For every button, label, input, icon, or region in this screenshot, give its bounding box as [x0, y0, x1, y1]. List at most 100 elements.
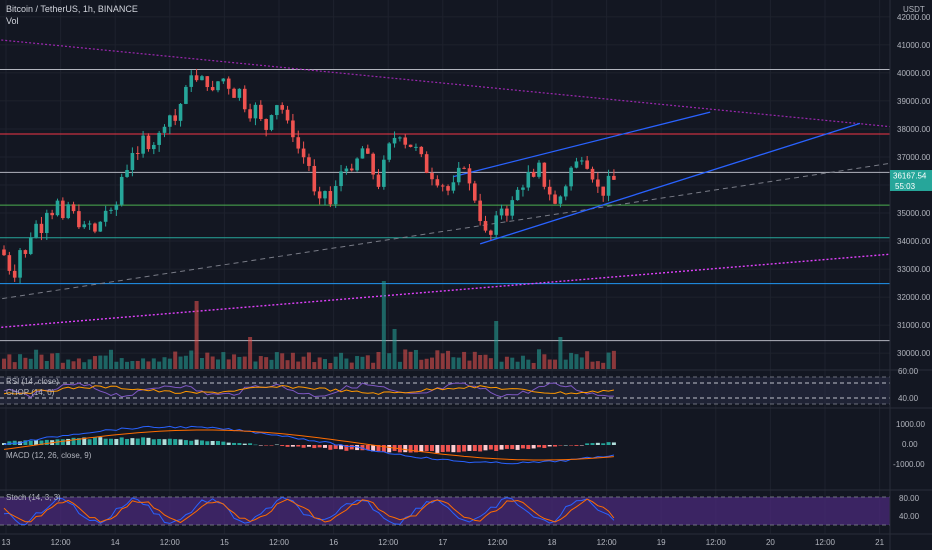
macd-label[interactable]: MACD (12, 26, close, 9): [6, 451, 92, 460]
stoch-d-line: [3, 498, 615, 524]
macd-histogram-bar: [355, 445, 360, 451]
resistance-trendline: [0, 39, 890, 128]
volume-bar: [178, 356, 183, 369]
candle-body: [408, 144, 413, 147]
volume-bar: [221, 352, 226, 369]
volume-bar: [151, 358, 156, 369]
volume-bar: [563, 359, 568, 369]
candle-body: [328, 191, 333, 205]
macd-histogram-bar: [515, 445, 520, 450]
volume-bar: [467, 360, 472, 369]
drawing-tools: [0, 39, 890, 342]
volume-bar: [312, 362, 317, 369]
volume-bar: [611, 350, 616, 369]
macd-tick-1000: 1000.00: [896, 420, 925, 429]
candle-body: [355, 158, 359, 171]
volume-bar: [403, 349, 408, 369]
volume-bar: [355, 356, 360, 369]
volume-bar: [494, 321, 499, 369]
candle-body: [114, 204, 119, 210]
rsi-tick-60: 60.00: [898, 367, 919, 376]
candle-body: [34, 223, 38, 238]
candle-body: [398, 137, 402, 139]
macd-histogram-bar: [162, 439, 167, 445]
price-tick-label: 42000.00: [897, 13, 931, 22]
candle-body: [526, 172, 531, 188]
volume-bar: [537, 349, 541, 369]
candle-body: [366, 148, 370, 154]
volume-bar: [167, 358, 172, 369]
macd-histogram-bar: [23, 440, 28, 445]
macd-histogram-bar: [531, 445, 536, 449]
candle-body: [312, 165, 317, 192]
candle-body: [414, 146, 418, 148]
macd-histogram-bar: [306, 445, 311, 447]
macd-histogram-bar: [130, 438, 135, 445]
volume-bar: [440, 353, 445, 369]
candle-body: [435, 179, 440, 186]
macd-histogram-bar: [173, 439, 178, 445]
candle-body: [430, 172, 434, 180]
rsi-label[interactable]: RSI (14, close): [6, 377, 59, 386]
volume-bar: [34, 349, 39, 369]
candle-body: [205, 76, 210, 88]
volume-bar: [296, 361, 301, 369]
macd-histogram-bar: [510, 445, 515, 450]
macd-histogram-bar: [520, 445, 525, 449]
volume-bar: [424, 358, 429, 369]
candle-body: [596, 179, 600, 187]
macd-histogram-bar: [66, 438, 71, 445]
candle-countdown: 55:03: [895, 182, 916, 191]
macd-histogram-bar: [141, 437, 146, 445]
price-tick-label: 39000.00: [897, 97, 931, 106]
candle-body: [424, 154, 429, 173]
volume-bar: [451, 357, 456, 369]
candle-body: [301, 148, 306, 158]
macd-histogram-bar: [590, 443, 595, 445]
candle-body: [109, 209, 113, 211]
candle-body: [232, 88, 236, 98]
candle-body: [87, 223, 92, 225]
stoch-label[interactable]: Stoch (14, 3, 3): [6, 493, 61, 502]
time-axis[interactable]: 13 12:00 14 12:00 15 12:00 16 12:00 17 12:00 18 12:…: [2, 538, 885, 547]
candle-body: [451, 182, 456, 191]
signal-line: [3, 429, 614, 461]
volume-bar: [323, 359, 327, 369]
macd-histogram-bar: [167, 438, 172, 445]
volume-bar: [199, 357, 204, 369]
candle-body: [194, 75, 199, 81]
candle-body: [189, 75, 194, 87]
macd-histogram-bar: [98, 437, 103, 445]
volume-bar: [595, 361, 600, 369]
macd-histogram-bar: [125, 438, 130, 445]
volume-bar: [339, 352, 344, 369]
volume-bar: [526, 359, 531, 369]
volume-bar: [531, 362, 536, 369]
candle-body: [253, 104, 258, 119]
volume-bar: [397, 361, 402, 369]
volume-bar: [125, 361, 130, 369]
candle-body: [547, 186, 552, 195]
volume-bar: [189, 350, 194, 369]
candle-body: [103, 210, 108, 222]
volume-bar: [371, 362, 376, 369]
macd-histogram-bar: [301, 445, 306, 448]
macd-histogram-bar: [258, 445, 263, 446]
volume-bar: [601, 362, 606, 369]
macd-histogram-bar: [151, 439, 156, 445]
time-tick-label: 17: [438, 538, 447, 547]
price-axis[interactable]: 42000.00 41000.00 40000.00 39000.00 38000.00…: [897, 13, 931, 358]
candle-body: [157, 132, 161, 145]
chop-label[interactable]: CHOP (14, 0): [6, 388, 55, 397]
volume-bar: [130, 360, 135, 369]
macd-histogram-bar: [606, 442, 611, 445]
price-tick-label: 33000.00: [897, 265, 931, 274]
macd-histogram-bar: [296, 445, 301, 447]
candle-body: [483, 221, 488, 231]
candle-body: [141, 135, 145, 154]
candle-body: [344, 168, 349, 172]
volume-bar: [483, 354, 488, 369]
channel-lower-line: [479, 122, 861, 245]
macd-histogram-bar: [87, 439, 92, 445]
